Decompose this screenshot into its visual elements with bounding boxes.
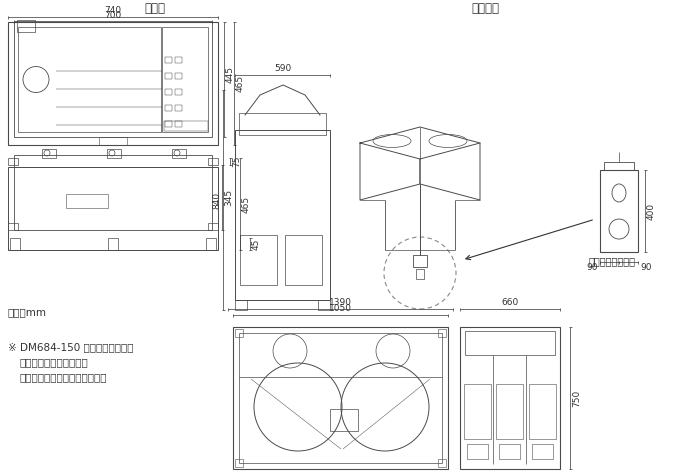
Bar bbox=[499, 444, 520, 459]
Bar bbox=[604, 162, 634, 170]
Text: 590: 590 bbox=[274, 64, 291, 73]
Bar bbox=[233, 327, 448, 469]
Text: 445: 445 bbox=[226, 66, 235, 83]
Bar bbox=[164, 121, 208, 131]
Bar bbox=[600, 170, 638, 252]
Text: 1390: 1390 bbox=[329, 298, 352, 307]
Bar bbox=[42, 149, 56, 158]
Bar bbox=[235, 459, 243, 467]
Text: ウインチ: ウインチ bbox=[471, 2, 499, 15]
Text: 660: 660 bbox=[501, 298, 519, 307]
Bar bbox=[529, 384, 556, 439]
Bar bbox=[330, 409, 358, 431]
Bar bbox=[532, 444, 553, 459]
Bar bbox=[206, 238, 216, 250]
Bar bbox=[175, 121, 182, 127]
Text: 詳しくはお問い合わせ下さい。: 詳しくはお問い合わせ下さい。 bbox=[20, 372, 107, 382]
Bar bbox=[240, 235, 277, 285]
Text: センサーユニット: センサーユニット bbox=[588, 256, 636, 266]
Bar bbox=[438, 459, 446, 467]
Text: 700: 700 bbox=[105, 11, 121, 20]
Text: 345: 345 bbox=[224, 189, 233, 206]
Bar bbox=[8, 167, 218, 250]
Bar bbox=[464, 384, 491, 439]
Bar bbox=[208, 223, 218, 230]
Bar bbox=[285, 235, 322, 285]
Bar bbox=[162, 27, 208, 132]
Bar bbox=[467, 444, 488, 459]
Text: 465: 465 bbox=[242, 195, 251, 212]
Bar bbox=[465, 331, 555, 355]
Bar bbox=[14, 155, 212, 230]
Text: 740: 740 bbox=[105, 6, 121, 15]
Bar bbox=[496, 384, 523, 439]
Bar bbox=[99, 137, 127, 145]
Bar bbox=[235, 130, 330, 300]
Bar bbox=[235, 329, 243, 337]
Bar bbox=[175, 57, 182, 63]
Text: 465: 465 bbox=[236, 75, 245, 92]
Bar bbox=[175, 105, 182, 111]
Bar bbox=[318, 300, 330, 310]
Bar bbox=[165, 57, 172, 63]
Bar bbox=[10, 238, 20, 250]
Bar bbox=[66, 194, 108, 208]
Bar bbox=[8, 22, 218, 145]
Bar bbox=[413, 255, 427, 267]
Bar bbox=[438, 329, 446, 337]
Text: 90: 90 bbox=[586, 263, 598, 272]
Bar bbox=[14, 22, 212, 137]
Bar bbox=[460, 327, 560, 469]
Text: 400: 400 bbox=[647, 202, 656, 219]
Bar bbox=[208, 158, 218, 165]
Bar bbox=[235, 300, 247, 310]
Bar bbox=[172, 149, 186, 158]
Bar bbox=[175, 73, 182, 79]
Text: ※ DM684-150 のウインチ寸法は: ※ DM684-150 のウインチ寸法は bbox=[8, 342, 134, 352]
Bar bbox=[8, 223, 18, 230]
Text: 本図と若干異なります。: 本図と若干異なります。 bbox=[20, 357, 89, 367]
Text: 単位：mm: 単位：mm bbox=[8, 307, 47, 317]
Text: 75: 75 bbox=[232, 156, 241, 167]
Bar bbox=[108, 238, 118, 250]
Text: 90: 90 bbox=[640, 263, 652, 272]
Bar bbox=[416, 269, 424, 279]
Bar bbox=[239, 333, 442, 463]
Text: 45: 45 bbox=[252, 238, 261, 250]
Bar bbox=[17, 20, 35, 32]
Bar bbox=[8, 158, 18, 165]
Text: 750: 750 bbox=[572, 389, 581, 407]
Text: 記録機: 記録機 bbox=[144, 2, 165, 15]
Text: 1050: 1050 bbox=[329, 304, 352, 313]
Text: 840: 840 bbox=[212, 191, 221, 209]
Bar bbox=[175, 89, 182, 95]
Bar bbox=[239, 113, 326, 135]
Bar bbox=[165, 73, 172, 79]
Bar bbox=[107, 149, 121, 158]
Bar bbox=[165, 89, 172, 95]
Bar bbox=[165, 105, 172, 111]
Bar bbox=[165, 121, 172, 127]
Bar bbox=[18, 27, 161, 132]
